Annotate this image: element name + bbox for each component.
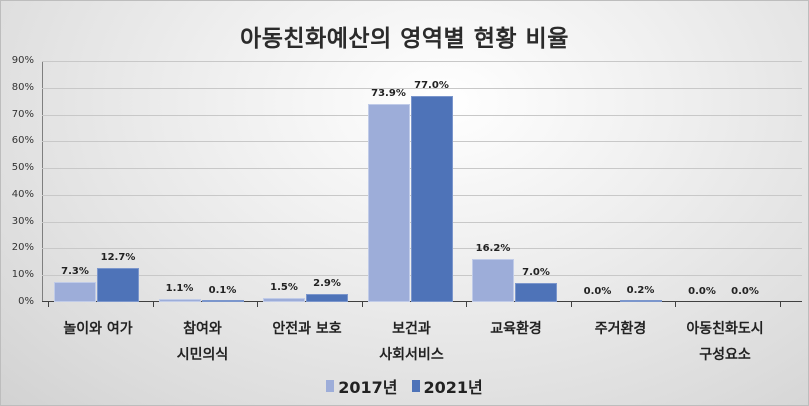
y-tick-label: 20% <box>11 242 34 254</box>
legend-label: 2017년 <box>338 378 398 397</box>
x-category-label: 놀이와 여가 <box>63 321 133 337</box>
x-tick-mark <box>466 302 467 307</box>
legend-item: 2021년 <box>411 374 483 398</box>
bar-2021년 <box>410 95 453 302</box>
data-label: 77.0% <box>414 79 449 91</box>
data-label: 0.1% <box>208 285 237 296</box>
y-tick-label: 0% <box>18 296 34 307</box>
bar-2017년 <box>54 282 96 302</box>
y-tick-label: 50% <box>11 162 34 174</box>
bar-2017년 <box>367 104 410 302</box>
x-tick-mark <box>675 302 676 307</box>
data-label: 0.0% <box>583 286 612 297</box>
y-tick-label: 40% <box>11 188 34 200</box>
x-category-label: 교육환경 <box>490 321 542 337</box>
x-category-label: 보건과 사회서비스 <box>379 321 444 363</box>
data-label: 0.2% <box>626 285 655 296</box>
bar-2021년 <box>306 294 348 302</box>
bar-2021년 <box>97 268 139 302</box>
y-tick-label: 30% <box>11 215 34 227</box>
gridline <box>42 61 802 62</box>
y-axis <box>42 61 43 302</box>
data-label: 2.9% <box>313 278 341 290</box>
y-tick-label: 90% <box>11 55 34 66</box>
data-label: 12.7% <box>100 251 136 263</box>
data-label: 1.5% <box>270 281 298 293</box>
data-label: 0.0% <box>731 286 759 297</box>
y-tick-label: 70% <box>11 108 34 120</box>
x-category-label: 아동친화도시 구성요소 <box>686 321 764 363</box>
y-tick-label: 60% <box>11 135 34 147</box>
data-label: 0.0% <box>688 286 716 297</box>
legend-label: 2021년 <box>423 378 483 397</box>
bar-2021년 <box>619 300 662 302</box>
x-category-label: 안전과 보호 <box>272 321 342 337</box>
bar-2017년 <box>472 258 514 302</box>
bar-2017년 <box>158 299 201 302</box>
x-tick-mark <box>152 302 154 307</box>
data-label: 16.2% <box>475 242 511 254</box>
bar-2017년 <box>263 297 305 302</box>
x-tick-mark <box>361 302 363 307</box>
bar-2021년 <box>201 300 244 302</box>
gridline <box>42 87 802 89</box>
data-label: 7.3% <box>61 266 89 278</box>
plot-area: 0% 10% 20% 30% 40% 50% 60% 70% 80% 90% 7.3% 12.7% 1.… <box>12 55 802 307</box>
data-label: 73.9% <box>371 88 406 100</box>
x-tick-mark <box>48 302 49 307</box>
y-tick-label: 80% <box>11 81 34 93</box>
legend-swatch-icon <box>411 380 420 392</box>
bar-2021년 <box>515 283 557 302</box>
x-category-label: 참여와 시민의식 <box>176 321 229 363</box>
x-tick-mark <box>570 302 572 307</box>
x-tick-mark <box>257 302 258 307</box>
data-label: 1.1% <box>165 283 194 295</box>
legend-item: 2017년 <box>326 374 398 398</box>
data-label: 7.0% <box>522 267 550 279</box>
legend: 2017년 2021년 <box>1 374 808 398</box>
x-category-label: 주거환경 <box>594 321 647 337</box>
legend-swatch-icon <box>326 380 335 392</box>
y-tick-label: 10% <box>11 269 34 281</box>
chart-title: 아동친화예산의 영역별 현황 비율 <box>240 26 569 52</box>
